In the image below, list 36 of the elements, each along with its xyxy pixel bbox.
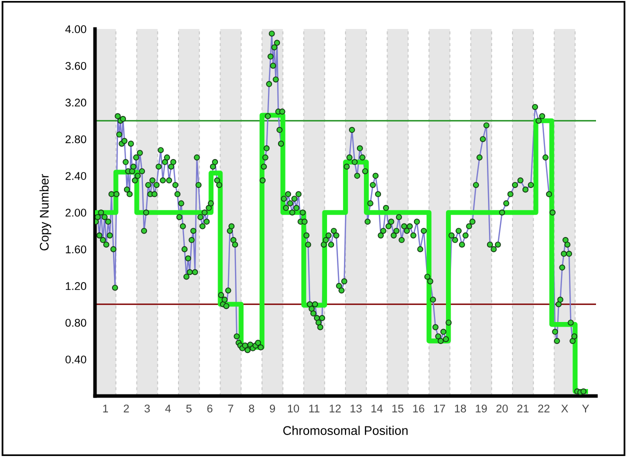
y-tick-label: 2.00 (66, 208, 86, 217)
x-tick-label: Y (582, 404, 590, 412)
y-tick-label: 2.80 (66, 135, 86, 144)
x-tick-label: 20 (496, 404, 508, 412)
x-tick-label: 2 (124, 404, 129, 412)
x-tick-label: 22 (538, 404, 550, 412)
x-tick-label: 6 (207, 404, 212, 412)
x-tick-label: 1 (103, 404, 108, 412)
y-axis-title: Copy Number (40, 174, 52, 250)
x-axis-title: Chromosomal Position (283, 426, 408, 435)
x-tick-label: 11 (309, 404, 320, 412)
x-tick-label: 12 (330, 404, 341, 412)
x-tick-label: 3 (144, 404, 150, 412)
y-tick-label: 1.60 (66, 245, 86, 254)
y-tick-label: 0.80 (65, 318, 86, 327)
x-tick-label: 16 (413, 404, 424, 412)
y-tick-label: 3.60 (65, 62, 86, 70)
x-tick-label: 8 (248, 404, 254, 412)
y-tick-label: 0.40 (65, 356, 86, 364)
x-tick-label: 21 (517, 404, 529, 412)
x-tick-label: 17 (434, 404, 446, 412)
y-tick-label: 4.00 (65, 25, 86, 34)
x-tick-label: 9 (270, 404, 275, 412)
x-tick-label: 15 (392, 404, 404, 412)
x-tick-label: 7 (228, 404, 234, 412)
x-tick-label: 5 (186, 404, 192, 412)
y-tick-label: 3.20 (65, 98, 86, 107)
y-tick-label: 2.40 (66, 172, 86, 180)
x-tick-label: 10 (288, 404, 300, 412)
y-tick-label: 1.20 (66, 282, 86, 290)
x-tick-label: 18 (454, 404, 466, 412)
x-tick-label: 14 (371, 404, 383, 412)
x-tick-label: X (561, 404, 568, 412)
x-tick-label: 13 (350, 404, 362, 412)
x-tick-label: 19 (476, 404, 487, 412)
x-tick-label: 4 (165, 404, 171, 412)
